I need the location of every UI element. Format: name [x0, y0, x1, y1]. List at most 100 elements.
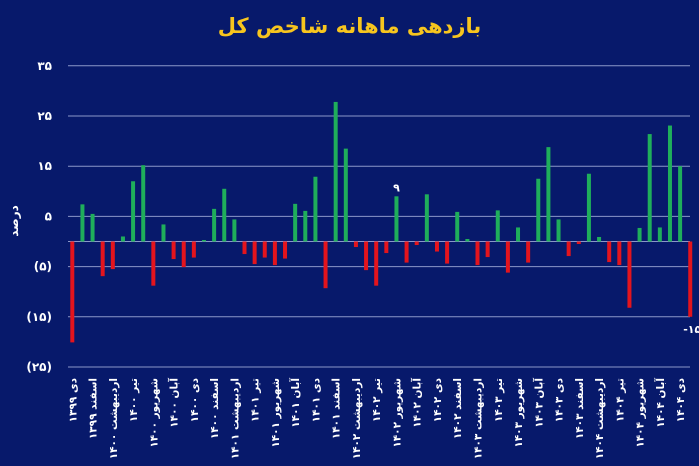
bar	[678, 166, 683, 242]
bar	[293, 203, 298, 242]
x-tick-label: شهریور ۱۴۰۲	[391, 378, 403, 448]
bar	[70, 241, 75, 343]
bar	[232, 219, 237, 242]
bar	[424, 194, 429, 242]
x-tick-label: اردیبهشت ۱۴۰۱	[229, 378, 241, 459]
x-tick-label: تیر ۱۴۰۳	[493, 378, 505, 422]
bar	[131, 181, 136, 242]
bar	[343, 148, 348, 242]
y-axis-label: درصد	[7, 205, 21, 237]
bar	[333, 101, 338, 242]
x-tick-label: اسفند ۱۴۰۲	[452, 378, 464, 439]
x-tick-label: شهریور ۱۴۰۴	[635, 378, 647, 448]
x-tick-label: شهریور ۱۴۰۳	[513, 378, 525, 448]
bar	[597, 236, 602, 242]
bar	[586, 173, 591, 242]
bar	[313, 176, 318, 242]
bar	[212, 208, 217, 242]
bar	[485, 241, 490, 258]
bar	[222, 188, 227, 242]
x-tick-label: اسفند ۱۴۰۱	[331, 378, 343, 439]
bar	[495, 210, 500, 242]
x-tick-label: تیر ۱۴۰۴	[614, 378, 626, 422]
bar	[688, 241, 693, 317]
bar	[272, 241, 277, 266]
bar	[455, 211, 460, 242]
bar	[465, 238, 470, 242]
bar	[141, 165, 146, 242]
x-tick-label: آبان ۱۴۰۴	[654, 378, 667, 428]
bar	[516, 227, 521, 242]
bar	[637, 227, 642, 242]
bar	[161, 224, 166, 242]
x-tick-label: دی ۱۴۰۲	[432, 377, 444, 422]
bar	[526, 241, 531, 263]
bar	[201, 239, 206, 242]
bar	[252, 241, 257, 265]
bar	[434, 241, 439, 252]
x-tick-label: اسفند ۱۴۰۰	[209, 378, 221, 439]
bar	[617, 241, 622, 266]
bar	[667, 125, 672, 242]
x-tick-label: آبان ۱۴۰۳	[532, 378, 545, 428]
bar	[404, 241, 409, 263]
bar	[556, 219, 561, 242]
bar	[647, 134, 652, 242]
x-tick-label: تیر ۱۴۰۰	[128, 378, 140, 422]
x-tick-label: تیر ۱۴۰۱	[250, 378, 262, 422]
x-tick-label: دی ۱۴۰۳	[554, 377, 566, 422]
bar	[576, 241, 581, 245]
bar	[546, 147, 551, 242]
data-label: -۱۵	[683, 323, 699, 336]
y-tick-label: (۲۵)	[26, 360, 52, 374]
y-tick-label: ۲۵	[37, 109, 52, 123]
x-tick-label: اسفند ۱۳۹۹	[88, 378, 100, 439]
x-tick-label: دی ۱۳۹۹	[67, 377, 79, 422]
bar	[323, 241, 328, 289]
bar	[505, 241, 510, 273]
x-tick-label: شهریور ۱۴۰۰	[148, 378, 160, 448]
x-tick-label: دی ۱۴۰۰	[189, 377, 201, 422]
x-tick-label: دی ۱۴۰۱	[310, 377, 322, 422]
bar	[303, 210, 308, 242]
bar	[627, 241, 632, 308]
x-tick-label: آبان ۱۴۰۲	[411, 378, 424, 428]
y-tick-label: ۱۵	[37, 159, 52, 173]
x-tick-label: تیر ۱۴۰۲	[371, 378, 383, 422]
x-tick-label: اردیبهشت ۱۴۰۴	[594, 378, 606, 459]
bar	[374, 241, 379, 286]
bar	[384, 241, 389, 254]
y-tick-label: ۵	[45, 209, 52, 223]
bar	[90, 213, 95, 242]
bar	[110, 241, 115, 270]
bar	[151, 241, 156, 286]
x-tick-label: اردیبهشت ۱۴۰۰	[108, 378, 120, 459]
bar	[566, 241, 571, 257]
chart-title: بازدهی ماهانه شاخص کل	[217, 14, 482, 38]
bar	[353, 241, 358, 248]
bar	[283, 241, 288, 259]
bar	[262, 241, 267, 258]
bar	[657, 227, 662, 242]
bar	[607, 241, 612, 263]
bar	[394, 196, 399, 242]
bar	[120, 236, 125, 242]
x-tick-label: دی ۱۴۰۴	[675, 377, 687, 422]
x-tick-label: اردیبهشت ۱۴۰۲	[351, 378, 363, 459]
bar	[191, 241, 196, 258]
bar	[181, 241, 186, 268]
x-tick-label: شهریور ۱۴۰۱	[270, 378, 282, 448]
bar	[171, 241, 176, 260]
x-tick-label: آبان ۱۴۰۰	[168, 378, 181, 428]
x-tick-label: آبان ۱۴۰۱	[289, 378, 302, 428]
y-tick-label: (۵)	[34, 260, 52, 274]
bar	[445, 241, 450, 264]
bar	[364, 241, 369, 271]
bar	[100, 241, 105, 277]
bar	[414, 241, 419, 246]
x-tick-label: اسفند ۱۴۰۳	[574, 378, 586, 439]
x-tick-label: اردیبهشت ۱۴۰۳	[473, 378, 485, 459]
bar	[536, 178, 541, 242]
